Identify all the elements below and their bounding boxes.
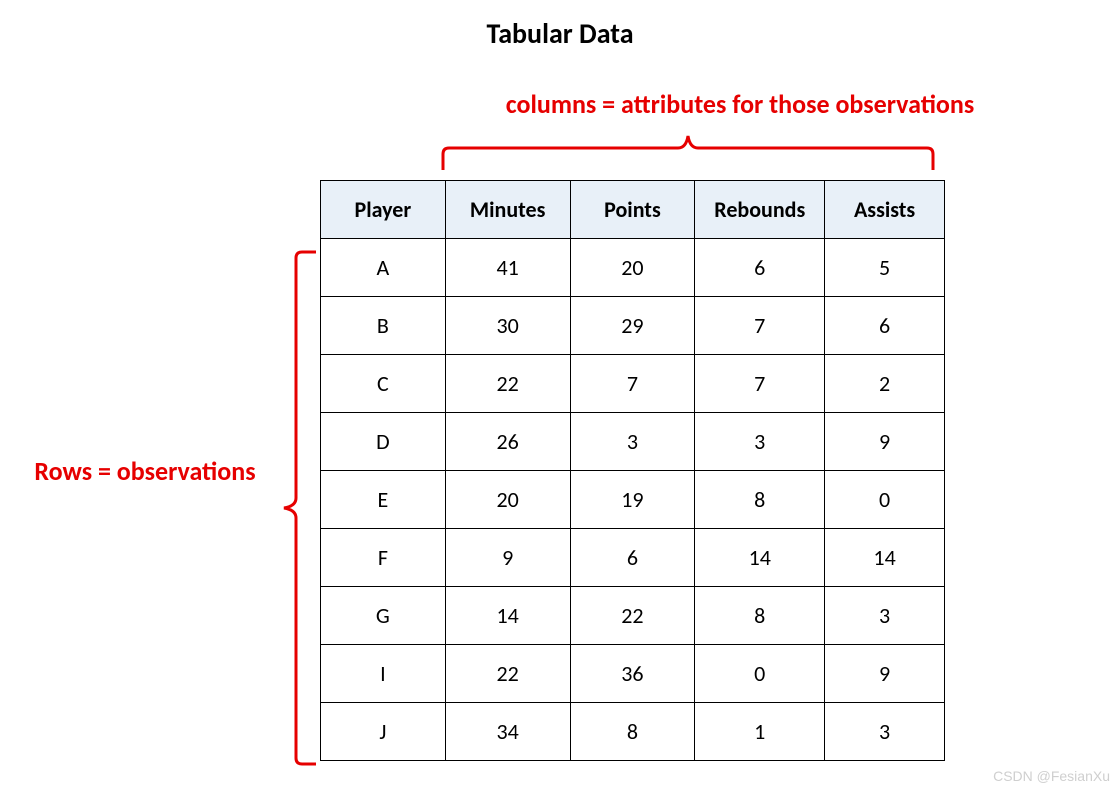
table-cell: 2	[825, 355, 945, 413]
table-cell: 6	[695, 239, 825, 297]
table-cell: 0	[695, 645, 825, 703]
table-cell: 8	[695, 471, 825, 529]
table-row: J34813	[321, 703, 945, 761]
table-cell: 34	[445, 703, 570, 761]
table-row: D26339	[321, 413, 945, 471]
table-body: A412065B302976C22772D26339E201980F961414…	[321, 239, 945, 761]
table-cell: 7	[695, 355, 825, 413]
table-cell: 22	[445, 355, 570, 413]
watermark: CSDN @FesianXu	[993, 768, 1110, 784]
table-cell: 6	[570, 529, 695, 587]
table-cell: 22	[445, 645, 570, 703]
column-header: Assists	[825, 181, 945, 239]
table-cell: 3	[825, 587, 945, 645]
table-cell: 6	[825, 297, 945, 355]
table-cell: 3	[695, 413, 825, 471]
column-header: Minutes	[445, 181, 570, 239]
page-title: Tabular Data	[0, 16, 1120, 51]
table-cell: 14	[695, 529, 825, 587]
table-cell: E	[321, 471, 446, 529]
table-row: G142283	[321, 587, 945, 645]
table-cell: 22	[570, 587, 695, 645]
column-header: Points	[570, 181, 695, 239]
table-row: C22772	[321, 355, 945, 413]
table-row: E201980	[321, 471, 945, 529]
column-header: Rebounds	[695, 181, 825, 239]
rows-annotation: Rows = observations	[5, 455, 285, 487]
table-cell: 14	[445, 587, 570, 645]
table-cell: 20	[570, 239, 695, 297]
table-cell: 7	[570, 355, 695, 413]
table-cell: 14	[825, 529, 945, 587]
table-cell: 3	[825, 703, 945, 761]
table-cell: I	[321, 645, 446, 703]
table-row: B302976	[321, 297, 945, 355]
table-cell: 8	[570, 703, 695, 761]
table-cell: 7	[695, 297, 825, 355]
table-cell: 8	[695, 587, 825, 645]
table-cell: B	[321, 297, 446, 355]
table-cell: C	[321, 355, 446, 413]
table-cell: 5	[825, 239, 945, 297]
table-cell: 41	[445, 239, 570, 297]
columns-annotation: columns = attributes for those observati…	[430, 88, 1050, 120]
table-cell: G	[321, 587, 446, 645]
table-row: F961414	[321, 529, 945, 587]
columns-brace	[439, 130, 937, 170]
table-cell: D	[321, 413, 446, 471]
table-cell: J	[321, 703, 446, 761]
table-cell: F	[321, 529, 446, 587]
table-cell: 36	[570, 645, 695, 703]
table-cell: 9	[445, 529, 570, 587]
table-cell: 29	[570, 297, 695, 355]
table-cell: 20	[445, 471, 570, 529]
table-cell: A	[321, 239, 446, 297]
data-table-container: PlayerMinutesPointsReboundsAssists A4120…	[320, 180, 945, 761]
rows-brace	[280, 248, 316, 768]
table-row: I223609	[321, 645, 945, 703]
table-cell: 1	[695, 703, 825, 761]
column-header: Player	[321, 181, 446, 239]
table-row: A412065	[321, 239, 945, 297]
table-cell: 26	[445, 413, 570, 471]
data-table: PlayerMinutesPointsReboundsAssists A4120…	[320, 180, 945, 761]
table-cell: 9	[825, 413, 945, 471]
table-cell: 19	[570, 471, 695, 529]
table-cell: 0	[825, 471, 945, 529]
table-cell: 30	[445, 297, 570, 355]
table-cell: 9	[825, 645, 945, 703]
table-cell: 3	[570, 413, 695, 471]
table-header: PlayerMinutesPointsReboundsAssists	[321, 181, 945, 239]
